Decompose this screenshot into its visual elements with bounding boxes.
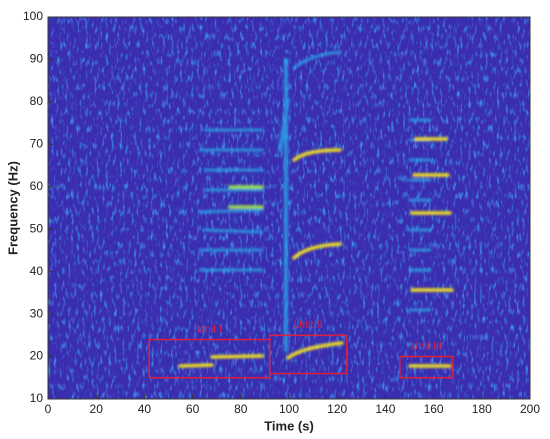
y-tick-label: 30 — [30, 306, 44, 320]
x-tick-label: 60 — [186, 402, 200, 416]
x-tick-label: 120 — [327, 402, 347, 416]
y-tick-label: 90 — [30, 52, 44, 66]
x-tick-label: 40 — [138, 402, 152, 416]
y-tick-label: 10 — [30, 391, 44, 405]
spectrogram-noise — [48, 17, 530, 399]
x-tick-label: 140 — [375, 402, 395, 416]
annotation-box — [399, 355, 454, 379]
y-tick-label: 70 — [30, 137, 44, 151]
y-tick-label: 60 — [30, 179, 44, 193]
y-tick-label: 20 — [30, 349, 44, 363]
x-tick-label: 20 — [90, 402, 104, 416]
annotation-label: Unit I — [197, 323, 223, 335]
x-tick-label: 180 — [472, 402, 492, 416]
y-tick-label: 50 — [30, 221, 44, 235]
spectrogram-traces — [178, 50, 454, 368]
x-axis-label: Time (s) — [264, 418, 314, 433]
x-tick-label: 0 — [45, 402, 52, 416]
x-tick-label: 160 — [424, 402, 444, 416]
y-tick-label: 100 — [23, 9, 43, 23]
x-tick-label: 80 — [234, 402, 248, 416]
x-tick-label: 100 — [279, 402, 299, 416]
y-tick-label: 80 — [30, 94, 44, 108]
annotation-label: Unit III — [410, 340, 442, 352]
x-tick-label: 200 — [520, 402, 540, 416]
y-tick-label: 40 — [30, 264, 44, 278]
y-axis-label: Frequency (Hz) — [5, 161, 20, 255]
annotation-label: Unit II — [294, 319, 323, 331]
annotation-box — [268, 334, 348, 375]
